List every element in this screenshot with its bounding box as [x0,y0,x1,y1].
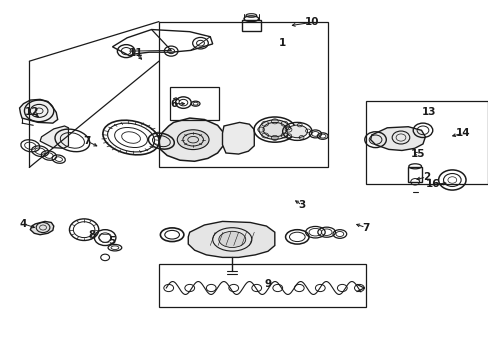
Text: 8: 8 [88,230,95,240]
Ellipse shape [286,125,307,138]
Bar [407,167,421,182]
Text: 13: 13 [421,107,436,117]
Text: 3: 3 [298,200,305,210]
Text: 15: 15 [410,149,425,159]
Text: 2: 2 [422,172,429,182]
Text: 7: 7 [83,136,91,146]
Polygon shape [370,127,425,150]
Text: 6: 6 [170,99,177,109]
Polygon shape [222,122,254,154]
Text: 4: 4 [20,219,27,229]
Text: 11: 11 [128,48,143,58]
Bar [365,101,487,184]
Text: 9: 9 [264,279,271,289]
Polygon shape [20,99,58,123]
Text: 7: 7 [361,222,369,233]
Text: 5: 5 [108,236,115,246]
Text: 1: 1 [279,38,285,48]
Bar [242,20,260,31]
Polygon shape [40,126,68,148]
Bar [170,87,219,120]
Ellipse shape [177,130,208,150]
Ellipse shape [218,231,245,248]
Bar [159,264,365,307]
Text: 16: 16 [425,179,439,189]
Polygon shape [30,221,54,235]
Bar [159,22,327,167]
Text: 14: 14 [455,128,470,138]
Ellipse shape [259,120,290,139]
Text: 10: 10 [304,17,319,27]
Polygon shape [188,221,274,257]
Text: 12: 12 [24,107,39,117]
Polygon shape [159,118,224,161]
